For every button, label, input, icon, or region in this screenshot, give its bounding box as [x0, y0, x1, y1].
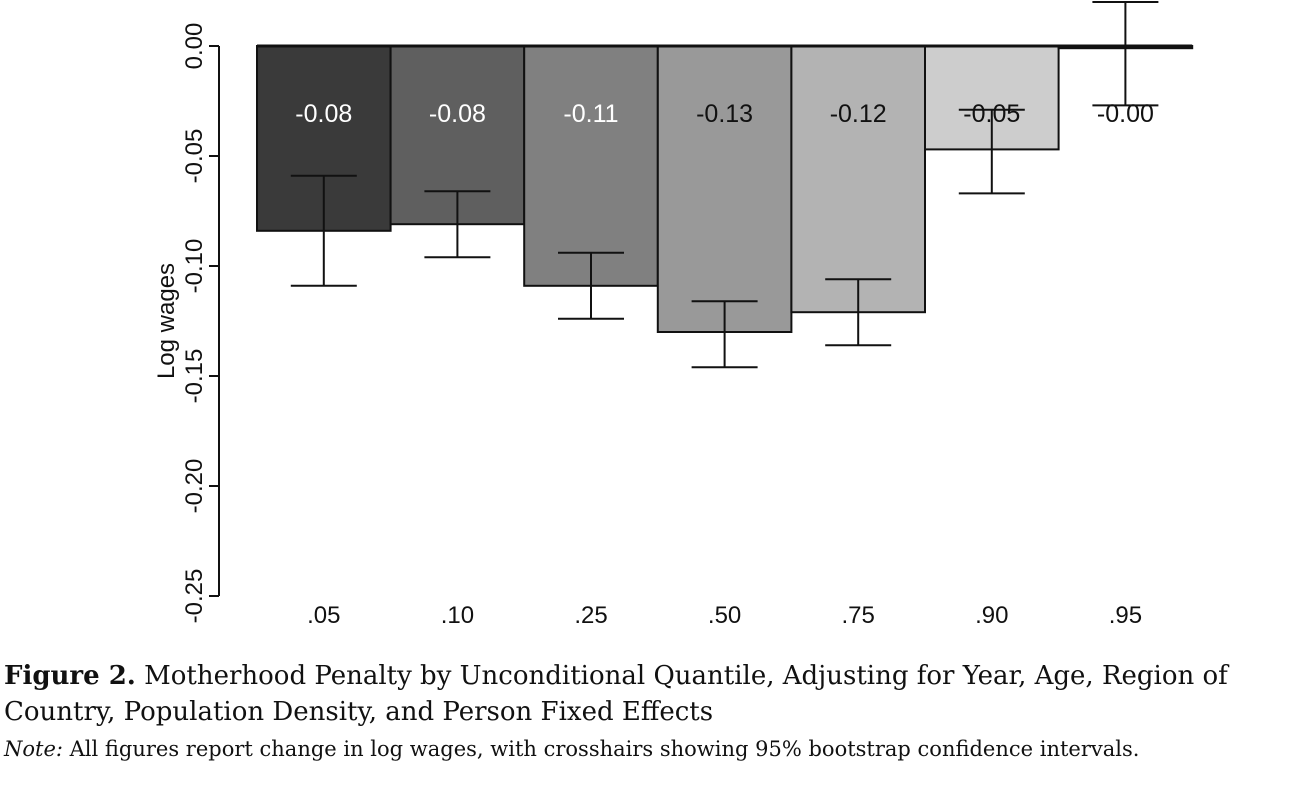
y-tick-label: -0.10 — [181, 239, 208, 294]
bar-q50 — [656, 45, 793, 333]
x-tick-label: .05 — [307, 602, 340, 629]
y-axis: 0.00 -0.05 -0.10 -0.15 -0.20 -0.25 — [181, 23, 220, 624]
y-tick-label: -0.15 — [181, 349, 208, 404]
x-tick-label: .90 — [975, 602, 1008, 629]
x-tick-labels-group: .05 .10 .25 .50 .75 .90 .95 — [307, 602, 1142, 629]
y-tick-label: 0.00 — [181, 23, 208, 70]
caption-label: Figure 2. — [4, 661, 136, 691]
y-tick-label: -0.25 — [181, 569, 208, 624]
bar-value-label: -0.11 — [563, 100, 618, 128]
note-text: All figures report change in log wages, … — [62, 737, 1140, 761]
bar-q25 — [523, 45, 659, 287]
x-tick-label: .10 — [441, 602, 474, 629]
figure-caption: Figure 2. Motherhood Penalty by Uncondit… — [4, 658, 1309, 730]
y-tick-label: -0.20 — [181, 459, 208, 514]
bar-value-label: -0.13 — [696, 100, 753, 128]
x-tick-label: .95 — [1109, 602, 1142, 629]
note-label: Note: — [4, 737, 63, 761]
bar-value-label: -0.08 — [429, 100, 486, 128]
caption-text: Motherhood Penalty by Unconditional Quan… — [4, 661, 1228, 727]
error-bars-group — [290, 1, 1159, 369]
bar-value-label: -0.12 — [830, 100, 887, 128]
x-tick-label: .25 — [574, 602, 607, 629]
value-labels-group: -0.08 -0.08 -0.11 -0.13 -0.12 -0.05 -0.00 — [295, 100, 1154, 128]
bar-chart: 0.00-0.05-0.10-0.15-0.20-0.25 -0.08 -0.08… — [153, 1, 1194, 629]
bars-group — [256, 44, 1194, 333]
bar-value-label: -0.05 — [963, 100, 1020, 128]
bar-q75 — [790, 45, 927, 314]
y-axis-title: Log wages — [153, 263, 180, 379]
bar-value-label: -0.08 — [295, 100, 352, 128]
bar-value-label: -0.00 — [1097, 100, 1154, 128]
figure-note: Note: All figures report change in log w… — [4, 734, 1294, 764]
x-tick-label: .50 — [708, 602, 741, 629]
x-tick-label: .75 — [842, 602, 875, 629]
y-tick-label: -0.05 — [181, 129, 208, 184]
